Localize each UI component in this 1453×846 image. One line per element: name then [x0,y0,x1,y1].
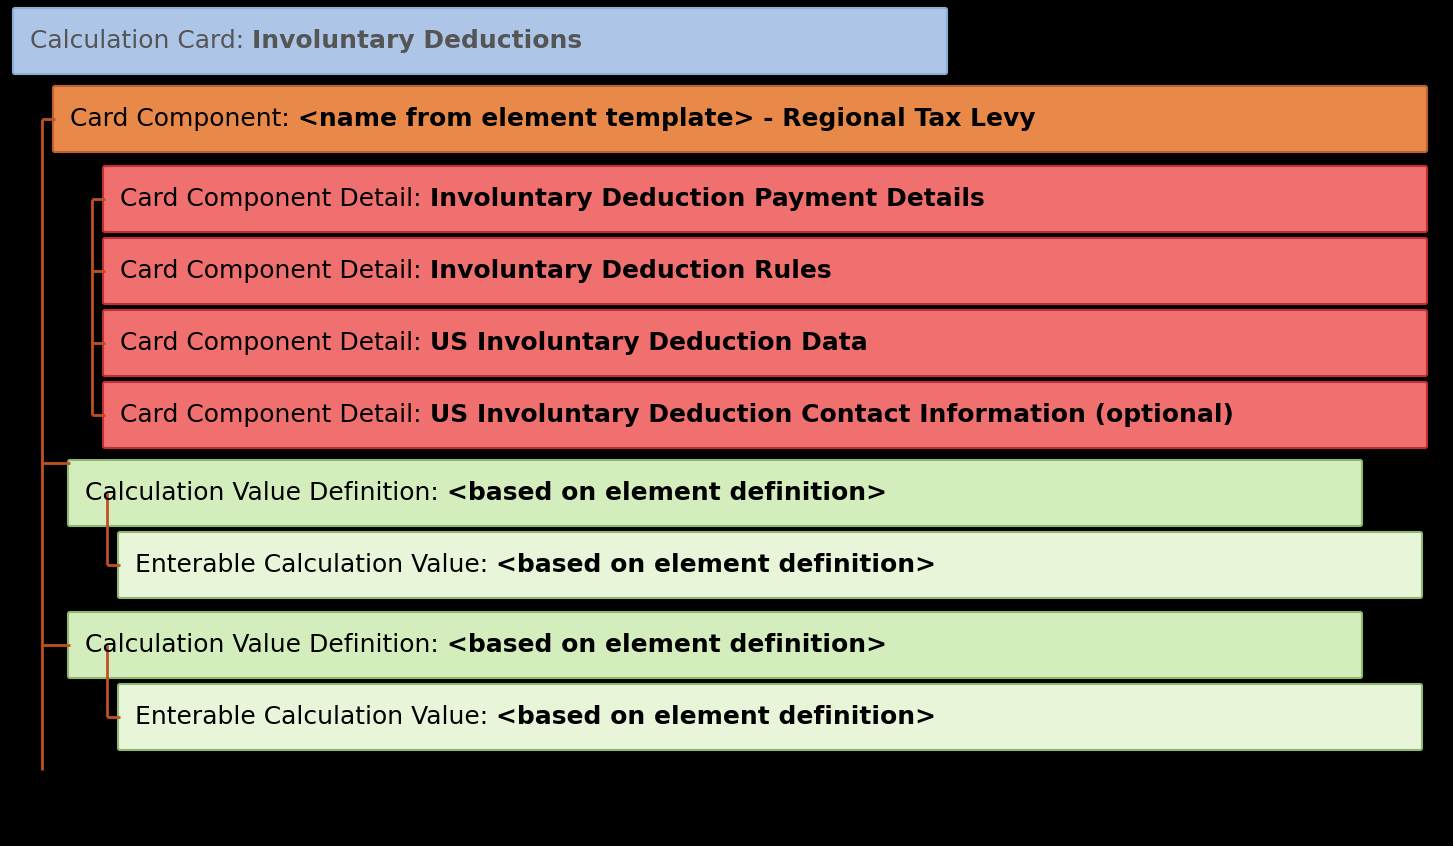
FancyBboxPatch shape [52,86,1427,152]
Text: <name from element template> - Regional Tax Levy: <name from element template> - Regional … [298,107,1035,131]
Text: Calculation Value Definition:: Calculation Value Definition: [84,633,446,657]
FancyBboxPatch shape [103,166,1427,232]
Text: Card Component Detail:: Card Component Detail: [121,187,430,211]
Text: Involuntary Deductions: Involuntary Deductions [253,29,583,53]
Text: Involuntary Deduction Rules: Involuntary Deduction Rules [430,259,831,283]
FancyBboxPatch shape [13,8,947,74]
Text: Card Component:: Card Component: [70,107,298,131]
FancyBboxPatch shape [68,460,1361,526]
FancyBboxPatch shape [118,532,1422,598]
Text: <based on element definition>: <based on element definition> [495,705,936,729]
Text: <based on element definition>: <based on element definition> [495,553,936,577]
Text: Enterable Calculation Value:: Enterable Calculation Value: [135,553,495,577]
Text: Card Component Detail:: Card Component Detail: [121,331,430,355]
Text: Calculation Value Definition:: Calculation Value Definition: [84,481,446,505]
FancyBboxPatch shape [103,310,1427,376]
Text: Card Component Detail:: Card Component Detail: [121,259,430,283]
Text: Involuntary Deduction Payment Details: Involuntary Deduction Payment Details [430,187,984,211]
FancyBboxPatch shape [103,382,1427,448]
FancyBboxPatch shape [68,612,1361,678]
Text: US Involuntary Deduction Data: US Involuntary Deduction Data [430,331,867,355]
Text: <based on element definition>: <based on element definition> [446,481,886,505]
FancyBboxPatch shape [103,238,1427,304]
Text: US Involuntary Deduction Contact Information (optional): US Involuntary Deduction Contact Informa… [430,403,1234,427]
Text: Enterable Calculation Value:: Enterable Calculation Value: [135,705,495,729]
Text: Calculation Card:: Calculation Card: [31,29,253,53]
Text: Card Component Detail:: Card Component Detail: [121,403,430,427]
FancyBboxPatch shape [118,684,1422,750]
Text: <based on element definition>: <based on element definition> [446,633,886,657]
